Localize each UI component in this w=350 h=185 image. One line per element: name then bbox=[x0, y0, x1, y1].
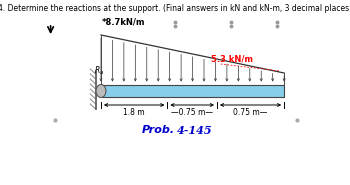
Text: 4-145: 4-145 bbox=[177, 125, 213, 135]
Text: 5.3 kN/m: 5.3 kN/m bbox=[211, 54, 253, 63]
Text: *8.7kN/m: *8.7kN/m bbox=[102, 17, 145, 26]
Text: 1.8 m: 1.8 m bbox=[123, 108, 145, 117]
Polygon shape bbox=[101, 85, 284, 97]
Text: 0.75 m—: 0.75 m— bbox=[233, 108, 268, 117]
Text: $R_a$: $R_a$ bbox=[93, 65, 104, 77]
Text: Prob.: Prob. bbox=[142, 125, 175, 135]
Text: —0.75 m—: —0.75 m— bbox=[171, 108, 213, 117]
Circle shape bbox=[96, 85, 106, 97]
Text: 4. Determine the reactions at the support. (Final answers in kN and kN‑m, 3 deci: 4. Determine the reactions at the suppor… bbox=[0, 4, 350, 13]
